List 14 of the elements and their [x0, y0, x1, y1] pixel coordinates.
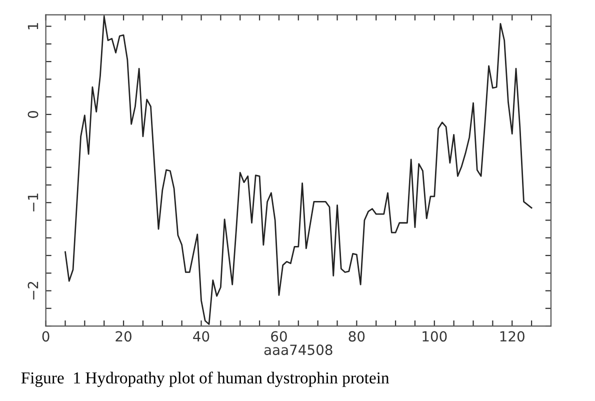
x-tick-label: 100 — [422, 331, 447, 342]
line-series — [64, 16, 532, 325]
x-tick-label: 80 — [348, 331, 365, 342]
y-tick-label: 1 — [28, 23, 38, 30]
y-tick-label: −2 — [28, 282, 38, 300]
x-axis-title: aaa74508 — [264, 344, 332, 356]
x-tick-label: 20 — [116, 331, 132, 342]
y-tick-label: 0 — [28, 110, 38, 118]
x-tick-label: 0 — [42, 331, 50, 342]
x-tick-label: 120 — [500, 331, 524, 342]
y-tick-label: −1 — [28, 194, 38, 212]
x-tick-label: 40 — [193, 331, 210, 342]
caption: Figure 1 Hydropathy plot of human dystrophin protein — [21, 372, 390, 387]
x-tick-label: 60 — [271, 331, 287, 342]
